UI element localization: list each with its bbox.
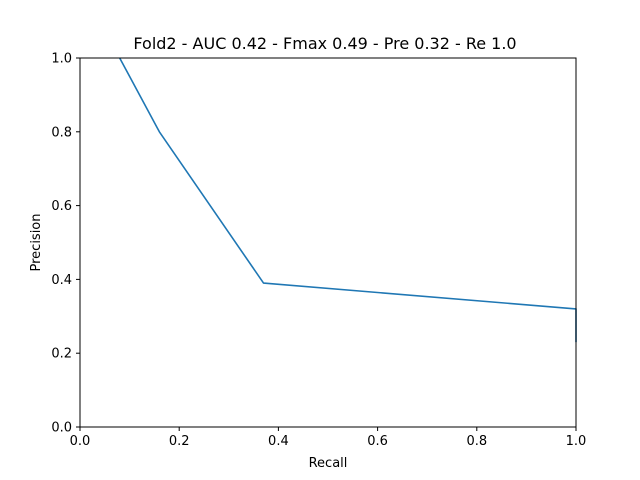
y-tick-label: 0.2 — [51, 347, 72, 362]
plot-background — [80, 58, 576, 427]
x-axis: 0.0 0.2 0.4 0.6 0.8 1.0 — [70, 427, 587, 449]
chart-title: Fold2 - AUC 0.42 - Fmax 0.49 - Pre 0.32 … — [133, 34, 516, 53]
y-tick-label: 0.8 — [51, 125, 72, 140]
plot-area — [80, 58, 576, 427]
plot-frame — [79, 57, 577, 428]
x-tick-label: 0.2 — [169, 434, 190, 449]
x-tick-label: 0.4 — [268, 434, 289, 449]
y-axis-label: Precision — [29, 213, 44, 271]
x-tick-label: 0.8 — [466, 434, 487, 449]
x-axis-label: Recall — [309, 456, 348, 471]
y-tick-label: 0.0 — [51, 421, 72, 436]
x-tick-label: 1.0 — [566, 434, 587, 449]
y-tick-label: 0.6 — [51, 199, 72, 214]
x-tick-label: 0.0 — [70, 434, 91, 449]
y-tick-label: 1.0 — [51, 52, 72, 67]
x-tick-label: 0.6 — [367, 434, 388, 449]
y-axis: 0.0 0.2 0.4 0.6 0.8 1.0 — [51, 52, 80, 436]
y-tick-label: 0.4 — [51, 273, 72, 288]
